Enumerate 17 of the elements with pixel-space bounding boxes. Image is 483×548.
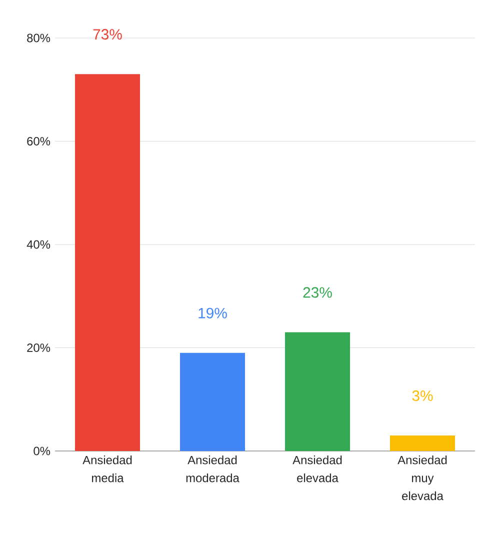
data-label: 19% — [198, 308, 227, 318]
y-tick-label: 20% — [27, 344, 50, 352]
bar — [75, 74, 140, 451]
y-tick-label: 40% — [26, 240, 50, 249]
x-tick-label: Ansiedad elevada — [292, 456, 342, 482]
bar — [180, 352, 245, 451]
y-tick-label: 80% — [27, 34, 50, 42]
data-label: 73% — [93, 29, 122, 40]
x-tick-label: Ansiedad media — [82, 456, 132, 482]
x-tick-label: Ansiedad muy elevada — [398, 456, 447, 500]
y-tick-label: 0% — [34, 446, 50, 456]
x-tick-label: Ansiedad moderada — [186, 456, 240, 482]
data-label: 23% — [303, 287, 332, 298]
data-label: 3% — [412, 390, 433, 401]
bar — [285, 332, 350, 451]
y-tick-label: 60% — [27, 137, 50, 146]
bar — [390, 436, 455, 451]
